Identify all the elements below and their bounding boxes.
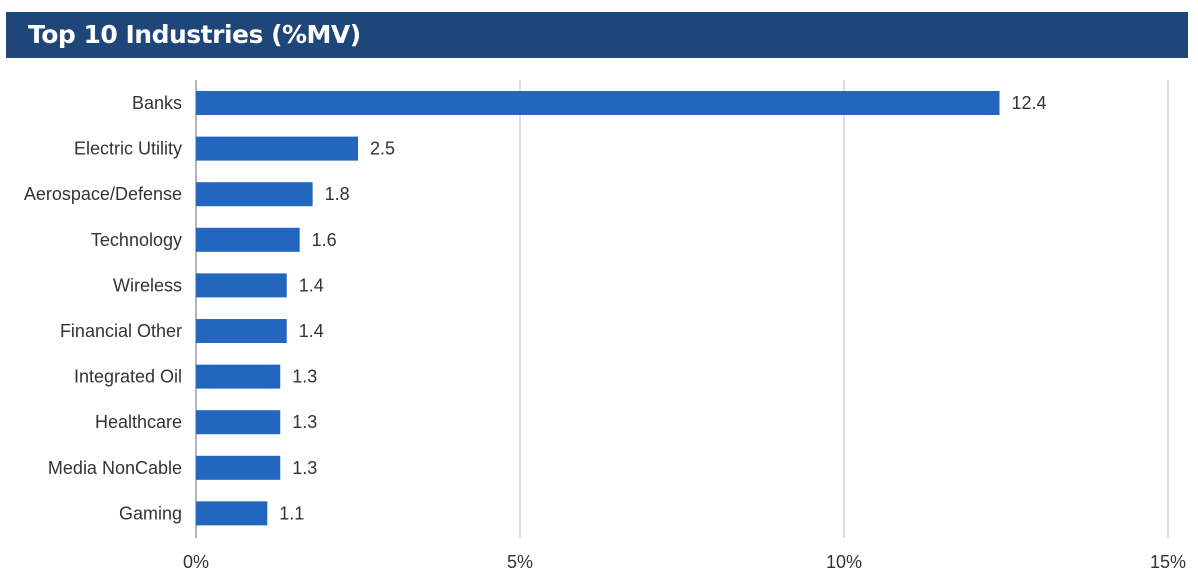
x-tick-label: 15% <box>1150 552 1186 572</box>
category-label: Banks <box>132 93 182 113</box>
value-label: 1.6 <box>312 230 337 250</box>
category-label: Integrated Oil <box>74 367 182 387</box>
category-label: Healthcare <box>95 412 182 432</box>
chart-header-bar: Top 10 Industries (%MV) <box>6 12 1188 58</box>
labels: 0% 5% 10% 15% Banks 12.4 Electric Utility 2.5 Ae… <box>24 93 1186 572</box>
x-tick-label: 0% <box>183 552 209 572</box>
category-label: Media NonCable <box>48 458 182 478</box>
bars <box>196 91 1000 526</box>
value-label: 2.5 <box>370 139 395 159</box>
value-label: 1.3 <box>292 412 317 432</box>
bar-integrated-oil <box>196 364 281 389</box>
value-label: 1.1 <box>279 503 304 523</box>
value-label: 1.4 <box>299 321 324 341</box>
bar-media-noncable <box>196 455 281 480</box>
value-label: 1.4 <box>299 275 324 295</box>
bar-financial-other <box>196 319 287 343</box>
category-label: Gaming <box>119 503 182 523</box>
value-label: 1.8 <box>325 184 350 204</box>
bar-healthcare <box>196 410 281 435</box>
value-label: 1.3 <box>292 458 317 478</box>
bar-banks <box>196 91 1000 115</box>
value-label: 1.3 <box>292 367 317 387</box>
value-label: 12.4 <box>1012 93 1047 113</box>
bar-wireless <box>196 273 287 298</box>
category-label: Technology <box>91 230 182 250</box>
category-label: Aerospace/Defense <box>24 184 182 204</box>
category-label: Electric Utility <box>74 139 182 159</box>
x-tick-label: 5% <box>507 552 533 572</box>
category-label: Wireless <box>113 275 182 295</box>
bar-gaming <box>196 501 268 526</box>
bar-technology <box>196 227 300 252</box>
category-label: Financial Other <box>60 321 182 341</box>
bar-aerospace-defense <box>196 182 313 207</box>
chart-title: Top 10 Industries (%MV) <box>28 20 361 49</box>
bar-electric-utility <box>196 136 358 161</box>
x-tick-label: 10% <box>826 552 862 572</box>
